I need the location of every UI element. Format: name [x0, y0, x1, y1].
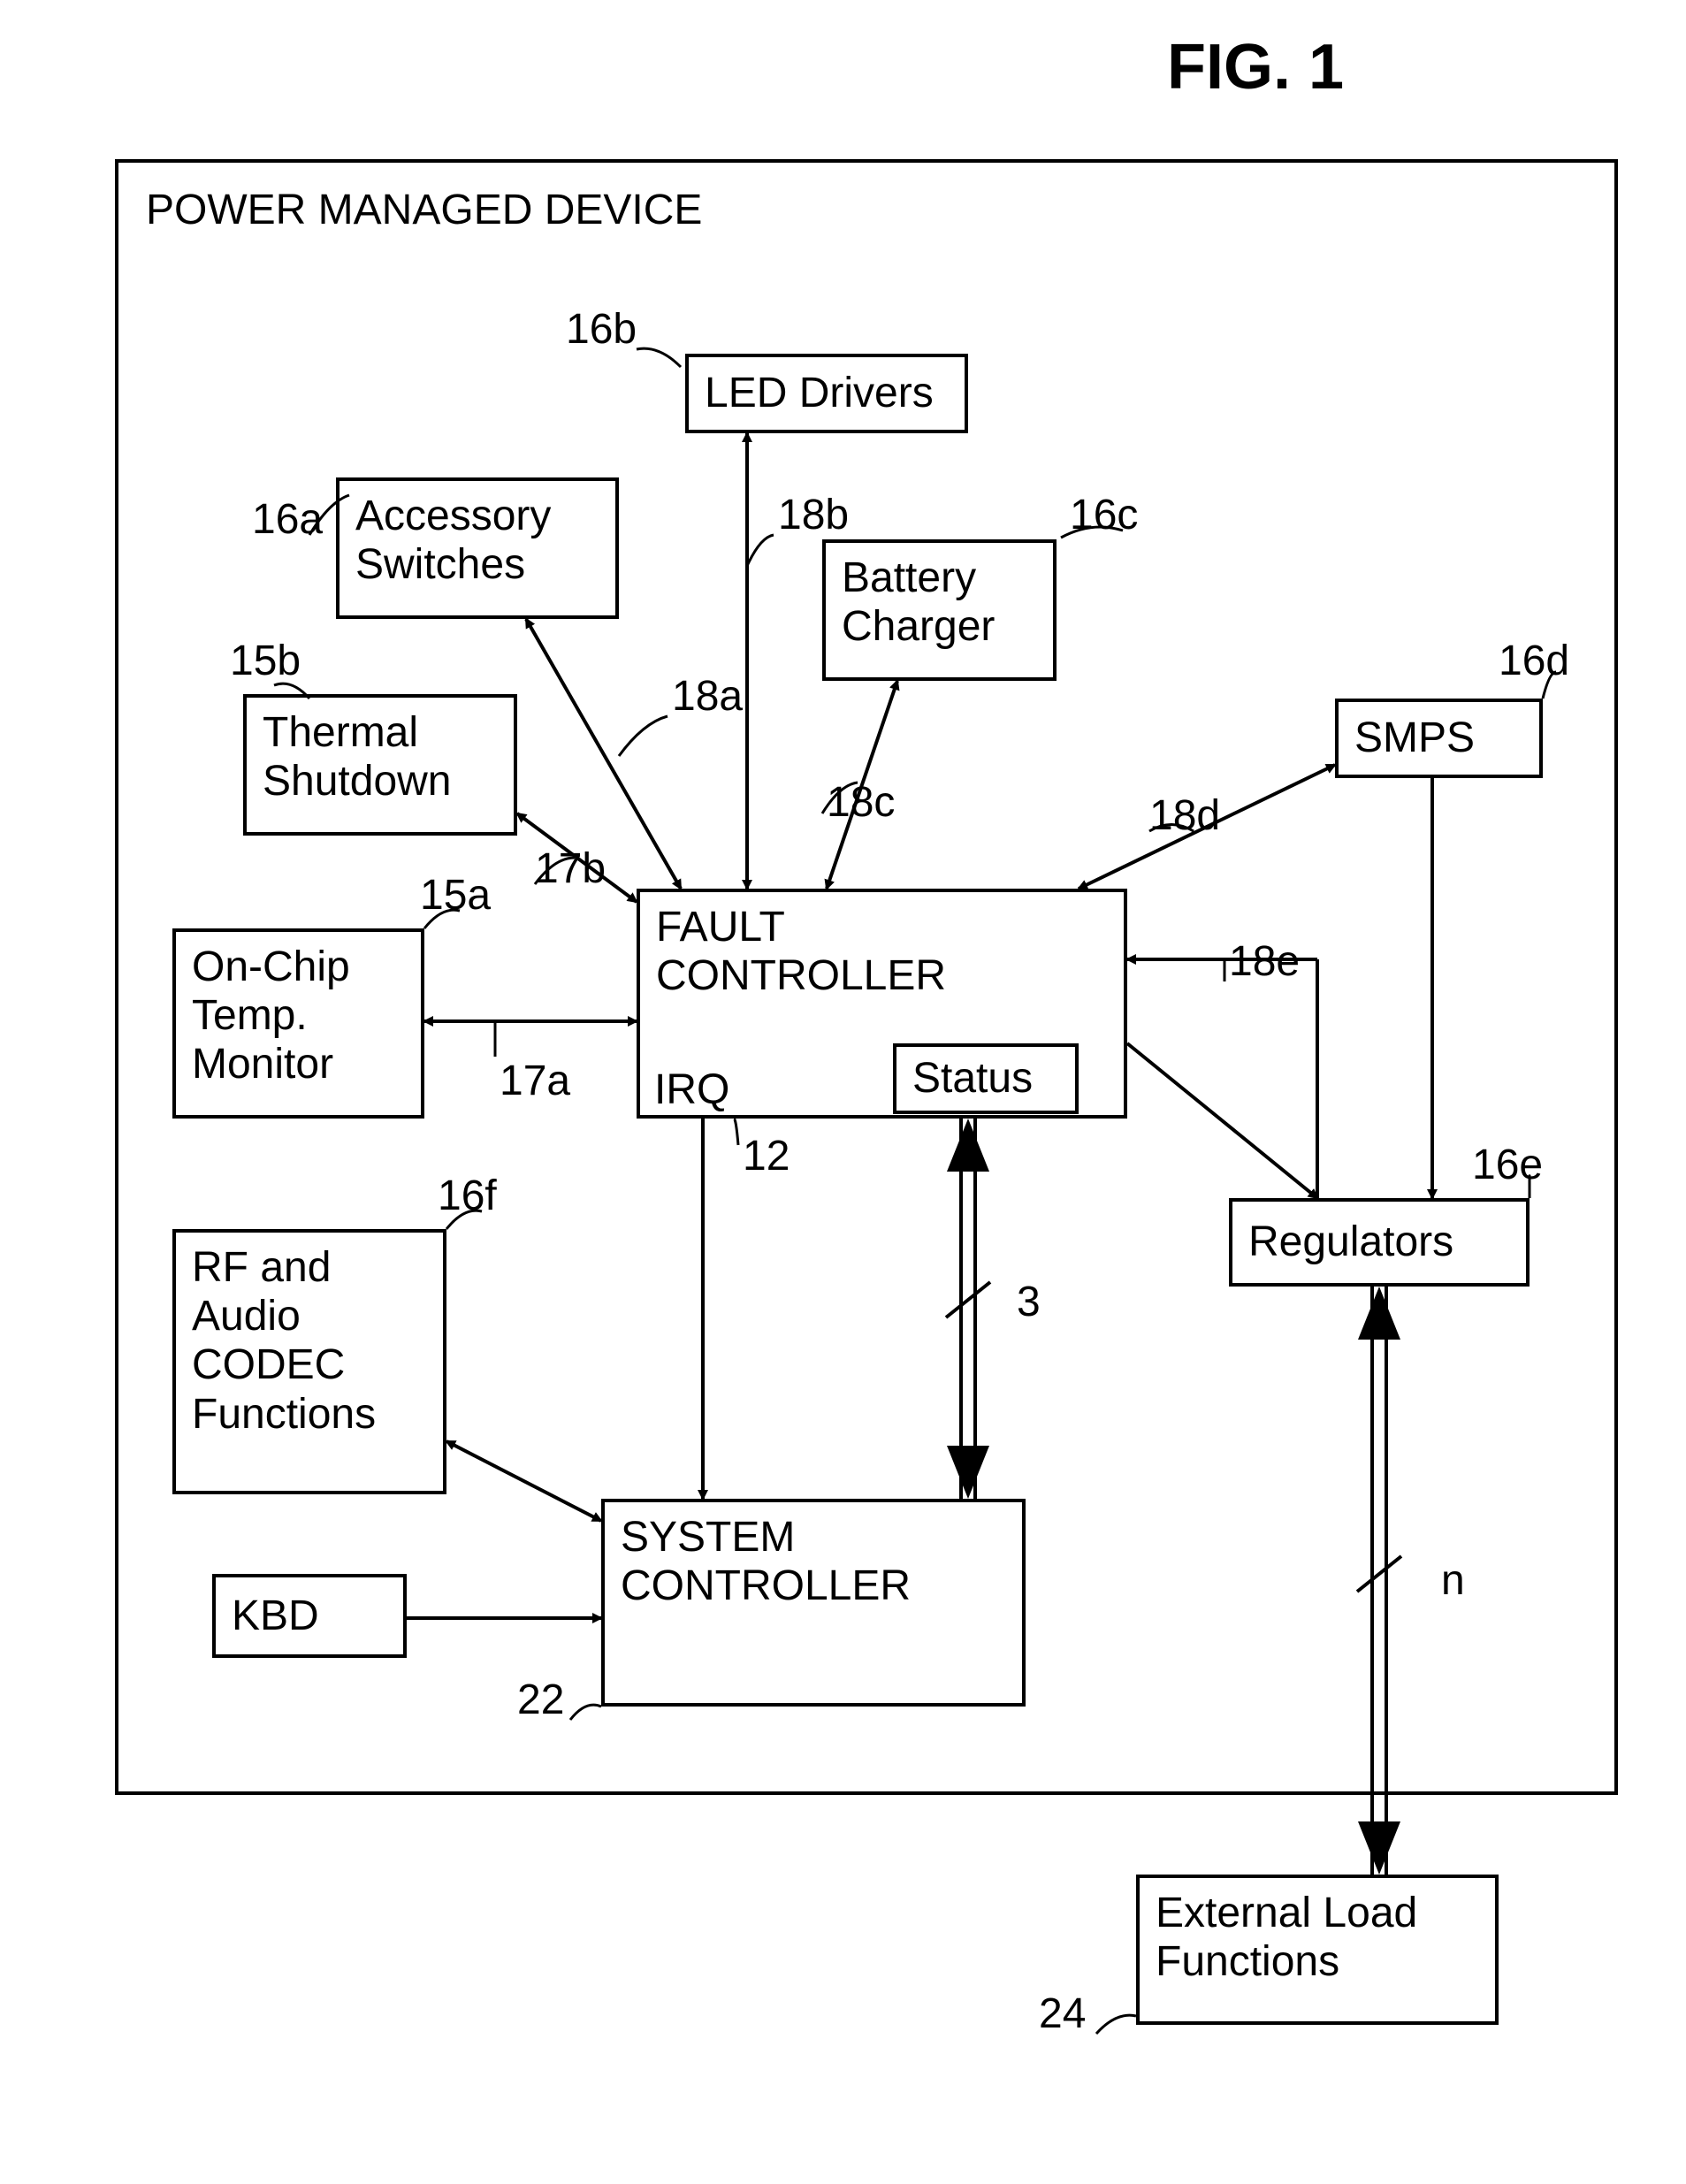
external-load-label: External Load Functions	[1156, 1889, 1417, 1986]
thermal-shutdown-block: Thermal Shutdown	[243, 694, 517, 836]
battery-charger-block: Battery Charger	[822, 539, 1057, 681]
ref-18b: 18b	[778, 491, 849, 539]
ref-24: 24	[1039, 1989, 1086, 2038]
figure-title: FIG. 1	[1167, 31, 1344, 103]
onchip-temp-monitor-label: On-Chip Temp. Monitor	[192, 943, 350, 1089]
accessory-switches-block: Accessory Switches	[336, 477, 619, 619]
ref-18d: 18d	[1149, 791, 1220, 840]
ref-22: 22	[517, 1676, 564, 1724]
ref-18e: 18e	[1229, 937, 1300, 986]
bus-label-n: n	[1441, 1556, 1465, 1605]
kbd-label: KBD	[232, 1592, 319, 1640]
power-managed-device-label: POWER MANAGED DEVICE	[146, 186, 702, 234]
fault-controller-label: FAULT CONTROLLER	[656, 903, 946, 1000]
fault-irq-label: IRQ	[654, 1065, 729, 1114]
ref-15b: 15b	[230, 637, 301, 685]
bus-label-3: 3	[1017, 1278, 1041, 1326]
system-controller-block: SYSTEM CONTROLLER	[601, 1499, 1026, 1707]
smps-label: SMPS	[1354, 714, 1475, 762]
accessory-switches-label: Accessory Switches	[355, 492, 551, 589]
onchip-temp-monitor-block: On-Chip Temp. Monitor	[172, 928, 424, 1119]
regulators-block: Regulators	[1229, 1198, 1530, 1287]
kbd-block: KBD	[212, 1574, 407, 1658]
thermal-shutdown-label: Thermal Shutdown	[263, 708, 452, 806]
diagram-canvas: FIG. 1 POWER MANAGED DEVICE LED Drivers …	[0, 0, 1686, 2184]
regulators-label: Regulators	[1248, 1218, 1453, 1266]
external-load-block: External Load Functions	[1136, 1875, 1499, 2025]
ref-15a: 15a	[420, 871, 491, 920]
status-label: Status	[912, 1054, 1033, 1103]
ref-16a: 16a	[252, 495, 323, 544]
system-controller-label: SYSTEM CONTROLLER	[621, 1513, 911, 1610]
ref-16f: 16f	[438, 1172, 497, 1220]
ref-17b: 17b	[535, 844, 606, 893]
ref-16e: 16e	[1472, 1141, 1543, 1189]
led-drivers-block: LED Drivers	[685, 354, 968, 433]
ref-12: 12	[743, 1132, 790, 1180]
rf-audio-codec-label: RF and Audio CODEC Functions	[192, 1243, 376, 1439]
led-drivers-label: LED Drivers	[705, 369, 934, 417]
ref-17a: 17a	[500, 1057, 570, 1105]
ref-16b: 16b	[566, 305, 637, 354]
ref-16d: 16d	[1499, 637, 1569, 685]
battery-charger-label: Battery Charger	[842, 554, 995, 651]
ref-18c: 18c	[827, 778, 895, 827]
rf-audio-codec-block: RF and Audio CODEC Functions	[172, 1229, 446, 1494]
smps-block: SMPS	[1335, 699, 1543, 778]
ref-16c: 16c	[1070, 491, 1138, 539]
status-block: Status	[893, 1043, 1079, 1114]
ref-18a: 18a	[672, 672, 743, 721]
